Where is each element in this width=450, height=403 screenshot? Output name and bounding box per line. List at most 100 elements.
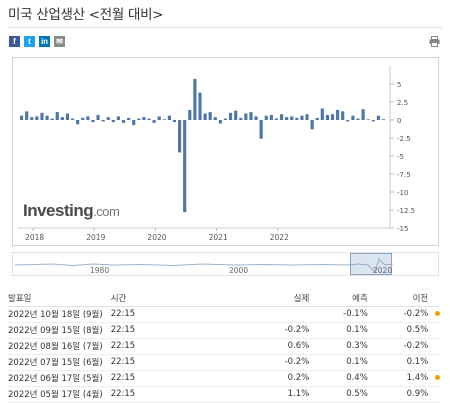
bar[interactable] [60,117,64,120]
bar[interactable] [346,120,350,122]
bar[interactable] [300,115,304,120]
bar[interactable] [361,109,365,120]
bar[interactable] [178,120,182,153]
bar[interactable] [162,119,166,121]
bar[interactable] [50,118,54,120]
bar[interactable] [101,120,105,122]
bar[interactable] [366,119,370,121]
bar[interactable] [249,112,253,120]
bar[interactable] [228,112,233,120]
x-tick-label: 2021 [209,233,228,242]
bar[interactable] [223,118,228,120]
bar[interactable] [91,120,95,123]
email-icon[interactable]: ✉ [54,36,65,47]
bar[interactable] [40,112,44,120]
bar[interactable] [203,113,207,120]
forecast-cell: 0.1% [309,354,368,371]
y-tick-label: -15 [397,225,408,233]
bar[interactable] [111,120,115,123]
bar[interactable] [269,114,273,120]
bar[interactable] [371,120,375,122]
bar[interactable] [341,111,345,120]
bar[interactable] [193,78,197,120]
bar[interactable] [142,117,146,120]
facebook-icon[interactable]: f [9,36,20,47]
bar[interactable] [25,111,29,120]
twitter-icon[interactable]: t [24,36,35,47]
chart-navigator[interactable]: 1980 2000 2020 [12,252,439,276]
bar[interactable] [254,116,258,120]
bar[interactable] [295,117,299,120]
bar[interactable] [376,115,380,120]
bar[interactable] [65,113,70,120]
bar[interactable] [76,120,80,125]
release-date-cell: 2022년 05월 17일 (4월) [8,386,103,403]
investing-logo: Investing.com [23,201,120,221]
bar[interactable] [239,117,243,120]
bar[interactable] [167,115,171,120]
print-icon[interactable] [429,36,440,47]
bar[interactable] [244,113,248,120]
bar[interactable] [70,118,75,120]
bar[interactable] [285,117,289,120]
forecast-cell: 0.1% [309,322,368,339]
bar[interactable] [274,118,279,120]
header-forecast: 예측 [309,290,368,307]
bar[interactable] [356,118,360,120]
bar[interactable] [137,118,141,120]
bar[interactable] [264,115,268,120]
info-dot-icon[interactable] [435,375,440,380]
bar[interactable] [45,115,49,120]
bar[interactable] [310,120,314,130]
bar[interactable] [330,114,335,120]
navigator-range-handle[interactable] [350,253,392,275]
bar[interactable] [290,116,294,120]
bar[interactable] [116,116,121,120]
bar[interactable] [152,120,156,123]
bar[interactable] [279,114,284,120]
bar[interactable] [30,117,34,120]
bar[interactable] [234,110,238,120]
bar[interactable] [325,114,329,120]
y-tick-label: 2.5 [397,99,408,107]
bar[interactable] [96,114,100,120]
bar[interactable] [336,109,340,120]
previous-cell: -0.2% [367,338,429,355]
bar-chart: 5 2.5 0 -2.5 -5 -7.5 -10 -12.5 -15 2018 2019 2020 20… [17,66,415,242]
bar[interactable] [183,120,187,213]
bar[interactable] [127,117,131,120]
bar[interactable] [147,118,151,120]
header-previous: 이전 [367,290,429,307]
title-divider [8,27,442,28]
bar[interactable] [106,117,110,120]
marker-cell [428,370,440,387]
linkedin-icon[interactable]: in [39,36,50,47]
bar[interactable] [20,115,24,120]
chart-area[interactable]: 5 2.5 0 -2.5 -5 -7.5 -10 -12.5 -15 2018 2019 2020 20… [12,57,439,246]
marker-cell [428,386,440,403]
bar[interactable] [172,120,177,123]
bar[interactable] [315,117,319,120]
bar[interactable] [320,108,324,120]
bar[interactable] [381,119,386,121]
marker-cell [428,306,440,323]
bar[interactable] [121,120,126,123]
bar[interactable] [218,120,222,124]
bar[interactable] [208,112,212,120]
bar[interactable] [86,116,90,120]
previous-cell: 0.9% [367,386,429,403]
info-dot-icon[interactable] [435,311,440,316]
time-cell: 22:15 [102,370,253,387]
bar[interactable] [188,109,192,120]
bar[interactable] [55,112,59,120]
bar[interactable] [132,120,136,126]
bar[interactable] [305,114,309,120]
bar[interactable] [259,120,263,139]
bar[interactable] [351,115,355,120]
y-tick-label: 0 [397,117,401,125]
bar[interactable] [198,92,202,120]
bar[interactable] [81,117,85,120]
bar[interactable] [213,117,217,120]
bar[interactable] [35,116,39,120]
bar[interactable] [157,116,161,120]
